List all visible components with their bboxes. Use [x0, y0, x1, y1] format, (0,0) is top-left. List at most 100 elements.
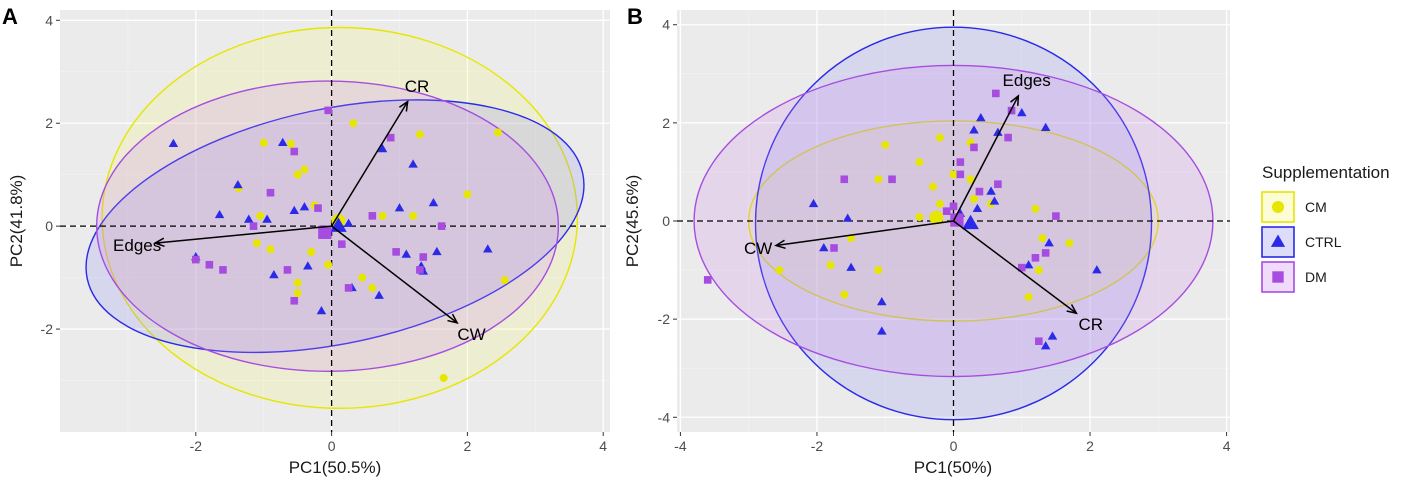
data-point-ctrl	[976, 112, 986, 122]
panel-b-y-tick-label: 4	[662, 17, 670, 33]
panel-b-x-tick-label: -4	[674, 438, 687, 454]
data-point-ctrl	[262, 214, 272, 223]
panel-b-y-axis-title: PC2(45.6%)	[623, 175, 642, 268]
data-point-ctrl	[233, 179, 243, 189]
loading-arrow-cr	[953, 220, 1077, 314]
data-point-ctrl	[846, 262, 856, 271]
data-point-ctrl	[401, 249, 412, 258]
loading-arrow-edges	[952, 95, 1020, 222]
legend-label-ctrl: CTRL	[1305, 234, 1342, 250]
panel-b-y-tick-label: 0	[662, 213, 670, 229]
data-point-cm	[826, 261, 835, 270]
data-point-ctrl	[877, 296, 887, 306]
data-point-dm	[266, 188, 275, 197]
arrowhead-icon	[1066, 304, 1078, 315]
legend-title: Supplementation	[1262, 163, 1390, 182]
panel-a-x-tick-label: 0	[328, 438, 336, 454]
data-point-dm	[290, 147, 299, 156]
data-point-ctrl	[808, 198, 819, 208]
data-point-dm	[1017, 263, 1026, 272]
data-point-dm	[1041, 249, 1050, 257]
data-point-cm	[1034, 266, 1043, 275]
data-point-cm	[500, 276, 509, 285]
data-point-cm	[966, 175, 975, 184]
panel-a-x-tick-label: 4	[599, 438, 607, 454]
data-point-dm	[368, 212, 377, 220]
data-point-cm	[969, 194, 978, 203]
data-point-dm	[942, 207, 951, 215]
legend: Supplementation CM CTRL DM	[1261, 163, 1390, 293]
data-point-dm	[249, 222, 258, 230]
arrowhead-icon	[398, 100, 409, 112]
data-point-cm	[349, 119, 358, 128]
loading-arrow-cw	[775, 220, 954, 247]
data-point-ctrl	[269, 270, 279, 279]
data-point-ctrl	[408, 159, 418, 168]
data-point-cm	[358, 273, 367, 282]
data-point-ctrl	[316, 306, 327, 315]
data-point-cm	[874, 175, 883, 184]
data-point-dm	[1052, 212, 1060, 220]
data-point-ctrl	[214, 209, 225, 219]
panel-b-points	[703, 89, 1102, 350]
data-point-dm	[324, 106, 333, 115]
data-point-cm	[259, 138, 268, 147]
data-point-ctrl	[1092, 265, 1102, 274]
data-point-ctrl	[374, 290, 384, 299]
data-point-dm	[314, 204, 322, 212]
data-point-dm	[970, 143, 978, 152]
legend-label-cm: CM	[1305, 199, 1327, 215]
data-point-ctrl	[303, 261, 313, 270]
data-point-cm	[324, 260, 333, 269]
data-point-ctrl	[972, 203, 983, 212]
data-point-cm	[915, 158, 924, 167]
panel-b-x-tick-label: 2	[1086, 438, 1094, 454]
data-point-ctrl	[299, 202, 310, 211]
data-point-cm	[929, 182, 938, 191]
loading-label-cr: CR	[1079, 315, 1104, 334]
panel-b-x-tick-label: -2	[811, 438, 824, 454]
data-point-cm	[1065, 239, 1074, 248]
data-point-cm	[293, 289, 302, 298]
data-point-dm	[219, 266, 227, 274]
data-point-cm	[286, 139, 295, 148]
panel-b-axis-ticks: -4 -2 0 2 4 -4 -2 0 2 4	[658, 17, 1231, 454]
data-point-cm	[300, 165, 309, 174]
data-point-cm	[949, 170, 958, 179]
data-point-cm	[307, 247, 316, 256]
data-point-dm	[437, 222, 446, 230]
panel-b-x-axis-title: PC1(50%)	[914, 458, 992, 477]
arrowhead-icon	[447, 313, 459, 325]
data-point-ctrl	[877, 326, 887, 335]
panel-a-y-tick-label: 0	[45, 218, 53, 234]
arrowhead-icon	[774, 239, 786, 250]
data-point-ctrl	[1017, 108, 1027, 117]
data-point-ctrl	[1044, 238, 1054, 247]
data-point-cm	[775, 266, 784, 275]
panel-a-y-tick-label: 4	[45, 12, 53, 28]
data-point-ctrl	[986, 186, 996, 195]
data-point-ctrl	[428, 197, 439, 207]
data-point-dm	[344, 284, 353, 292]
data-point-ctrl	[168, 138, 179, 148]
data-point-ctrl	[842, 213, 853, 222]
data-point-dm	[392, 248, 400, 256]
data-point-cm	[874, 266, 883, 275]
data-point-dm	[1031, 254, 1040, 262]
data-point-dm	[283, 266, 292, 274]
data-point-dm	[949, 202, 958, 211]
data-point-cm	[493, 128, 502, 137]
loading-label-cw: CW	[744, 239, 772, 258]
data-point-dm	[419, 253, 428, 261]
data-point-dm	[994, 180, 1002, 188]
data-point-ctrl	[1040, 341, 1051, 350]
loading-arrow-cw	[331, 225, 458, 324]
panel-b-x-tick-label: 4	[1223, 438, 1231, 454]
legend-keys: CM CTRL DM	[1261, 191, 1342, 293]
data-point-ctrl	[1040, 122, 1051, 132]
loading-label-cr: CR	[405, 77, 430, 96]
legend-label-dm: DM	[1305, 269, 1327, 285]
data-point-cm	[935, 199, 944, 208]
loading-arrow-cr	[330, 101, 409, 227]
